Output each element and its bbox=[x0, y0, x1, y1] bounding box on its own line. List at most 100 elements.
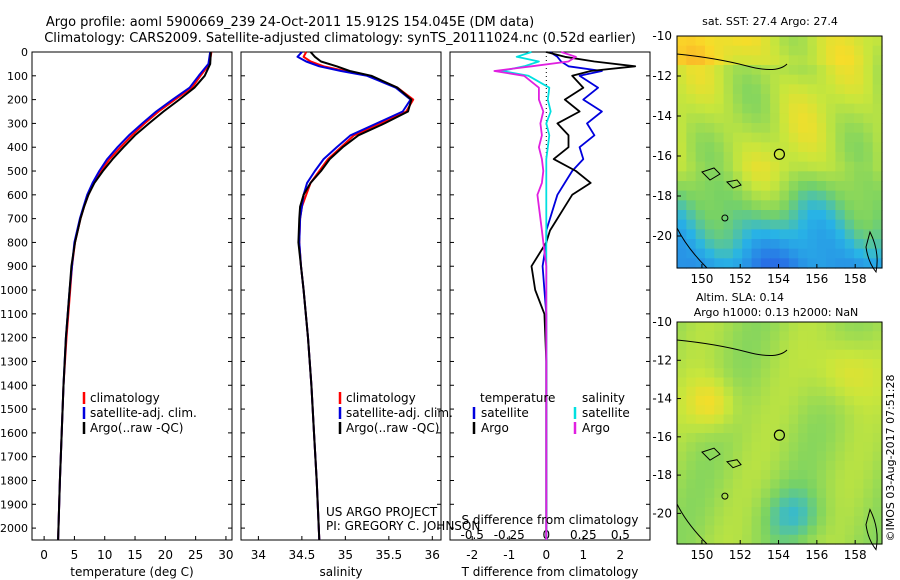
map-cell bbox=[844, 132, 855, 143]
map-cell bbox=[760, 368, 771, 379]
map-cell bbox=[742, 423, 753, 434]
map-cell bbox=[760, 414, 771, 425]
map-cell bbox=[714, 45, 725, 56]
map-cell bbox=[732, 414, 743, 425]
map-cell bbox=[863, 239, 874, 250]
map-cell bbox=[704, 248, 715, 259]
map-cell bbox=[798, 219, 809, 230]
map-cell bbox=[723, 322, 734, 332]
y-tick-label: -20 bbox=[652, 506, 672, 520]
map-cell bbox=[686, 534, 697, 545]
map-cell bbox=[779, 171, 790, 182]
map-cell bbox=[863, 258, 874, 269]
map-cell bbox=[677, 386, 687, 397]
map-cell bbox=[677, 94, 687, 105]
map-cell bbox=[798, 258, 809, 269]
map-cell bbox=[695, 161, 706, 172]
map-cell bbox=[816, 322, 827, 332]
map-cell bbox=[770, 132, 781, 143]
map-cell bbox=[732, 386, 743, 397]
legend-s-argo: Argo bbox=[582, 421, 610, 435]
map-cell bbox=[788, 142, 799, 153]
y-tick-label: -16 bbox=[652, 149, 672, 163]
diff-line-t-satellite bbox=[541, 51, 603, 540]
map-cell bbox=[714, 396, 725, 406]
map-cell bbox=[854, 123, 864, 134]
map-cell bbox=[788, 210, 799, 221]
map-cell bbox=[854, 219, 864, 230]
map-cell bbox=[788, 359, 799, 369]
map-cell bbox=[695, 74, 706, 85]
map-cell bbox=[854, 103, 864, 114]
map-cell bbox=[742, 239, 753, 250]
map-cell bbox=[723, 349, 734, 360]
map-cell bbox=[704, 460, 715, 471]
map-cell bbox=[798, 534, 809, 545]
map-cell bbox=[770, 386, 781, 397]
map-cell bbox=[854, 488, 864, 499]
map-cell bbox=[742, 479, 753, 490]
map-cell bbox=[714, 451, 725, 462]
map-cell bbox=[816, 507, 827, 517]
map-cell bbox=[779, 94, 790, 105]
map-cell bbox=[779, 414, 790, 425]
map-cell bbox=[732, 488, 743, 499]
map-cell bbox=[770, 161, 781, 172]
legend-argo: Argo(..raw -QC) bbox=[90, 421, 183, 435]
map-cell bbox=[732, 442, 743, 453]
map-cell bbox=[732, 349, 743, 360]
map-cell bbox=[695, 460, 706, 471]
map-cell bbox=[704, 507, 715, 517]
map-cell bbox=[760, 497, 771, 508]
map-cell bbox=[788, 525, 799, 536]
map-cell bbox=[788, 219, 799, 230]
map-cell bbox=[714, 460, 725, 471]
map-cell bbox=[863, 322, 874, 332]
map-cell bbox=[695, 470, 706, 480]
map-cell bbox=[770, 113, 781, 124]
map-cell bbox=[844, 507, 855, 517]
map-cell bbox=[704, 488, 715, 499]
map-cell bbox=[844, 142, 855, 153]
map-cell bbox=[798, 479, 809, 490]
map-cell bbox=[826, 405, 837, 416]
map-cell bbox=[788, 451, 799, 462]
map-cell bbox=[732, 405, 743, 416]
map-cell bbox=[798, 248, 809, 259]
map-cell bbox=[854, 460, 864, 471]
map-cell bbox=[826, 248, 837, 259]
map-cell bbox=[844, 442, 855, 453]
map-cell bbox=[826, 396, 837, 406]
map-cell bbox=[798, 525, 809, 536]
map-cell bbox=[835, 229, 846, 240]
map-cell bbox=[770, 65, 781, 76]
map-cell bbox=[807, 229, 818, 240]
map-cell bbox=[732, 103, 743, 114]
map-cell bbox=[816, 142, 827, 153]
map-cell bbox=[788, 190, 799, 201]
map-cell bbox=[723, 507, 734, 517]
map-cell bbox=[732, 433, 743, 443]
map-cell bbox=[872, 210, 883, 221]
y-tick-label: -12 bbox=[652, 353, 672, 367]
map-cell bbox=[742, 414, 753, 425]
map-cell bbox=[742, 349, 753, 360]
map-cell bbox=[714, 433, 725, 443]
map-cell bbox=[686, 161, 697, 172]
map-cell bbox=[816, 442, 827, 453]
map-cell bbox=[872, 45, 883, 56]
map-cell bbox=[816, 190, 827, 201]
map-cell bbox=[872, 200, 883, 211]
map-cell bbox=[677, 349, 687, 360]
map-cell bbox=[788, 349, 799, 360]
map-cell bbox=[863, 200, 874, 211]
map-cell bbox=[742, 433, 753, 443]
map-cell bbox=[686, 103, 697, 114]
map-cell bbox=[816, 488, 827, 499]
map-cell bbox=[695, 386, 706, 397]
map-cell bbox=[835, 331, 846, 342]
map-cell bbox=[788, 497, 799, 508]
map-cell bbox=[695, 210, 706, 221]
map-cell bbox=[798, 423, 809, 434]
map-cell bbox=[826, 84, 837, 95]
